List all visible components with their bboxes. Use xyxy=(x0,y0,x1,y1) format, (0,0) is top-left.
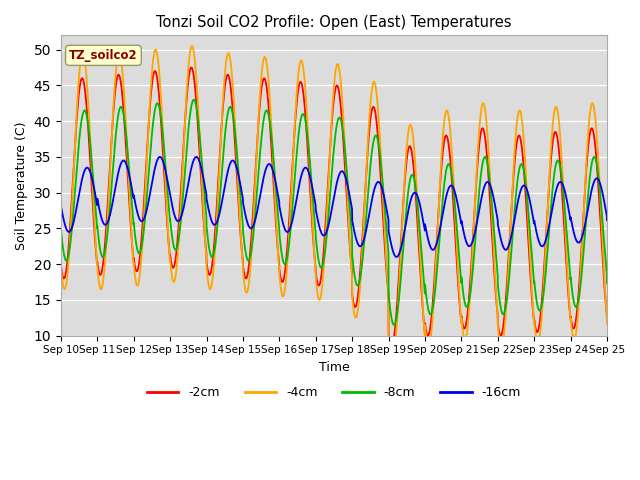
Text: TZ_soilco2: TZ_soilco2 xyxy=(69,49,138,62)
Y-axis label: Soil Temperature (C): Soil Temperature (C) xyxy=(15,121,28,250)
Legend: -2cm, -4cm, -8cm, -16cm: -2cm, -4cm, -8cm, -16cm xyxy=(142,382,526,405)
Title: Tonzi Soil CO2 Profile: Open (East) Temperatures: Tonzi Soil CO2 Profile: Open (East) Temp… xyxy=(156,15,511,30)
X-axis label: Time: Time xyxy=(319,361,349,374)
